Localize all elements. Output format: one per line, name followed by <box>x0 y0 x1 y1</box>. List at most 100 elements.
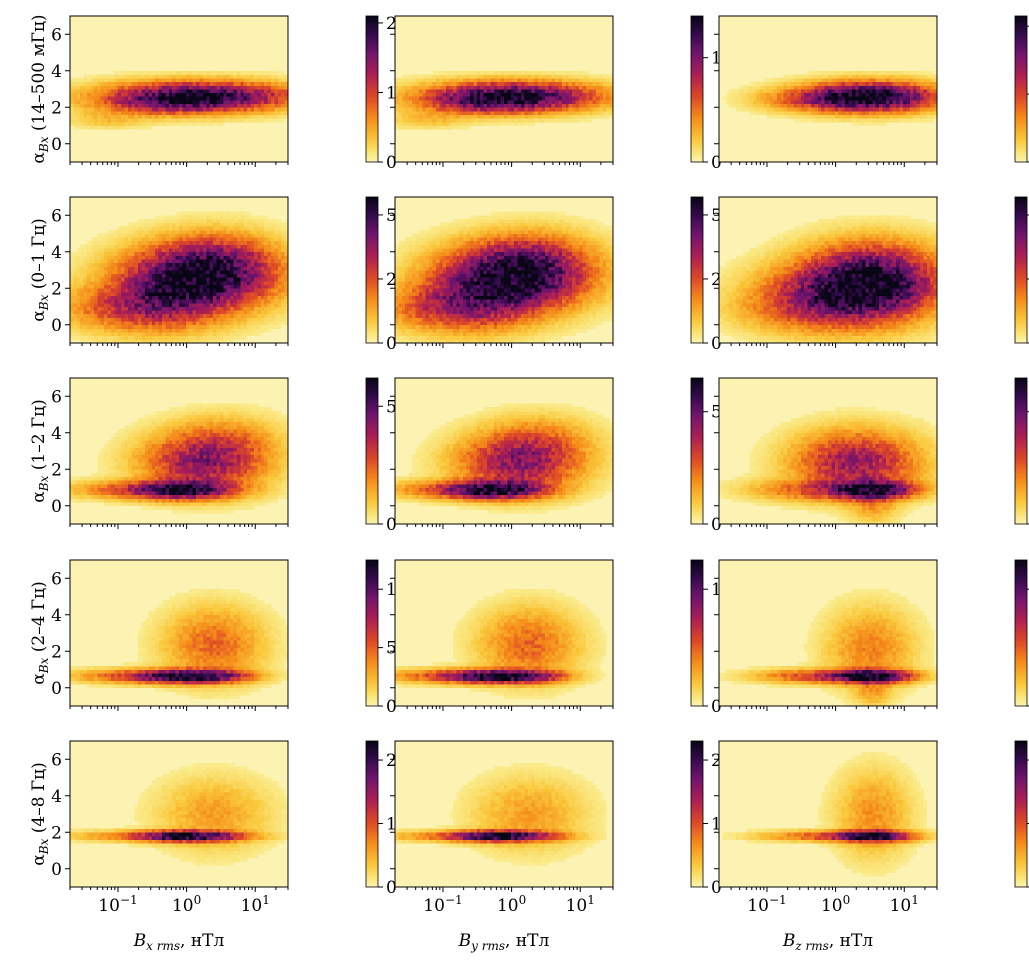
heatmap-cell <box>872 104 876 108</box>
heatmap-cell <box>94 74 98 78</box>
heatmap-cell <box>739 96 743 100</box>
heatmap-cell <box>477 118 481 122</box>
heatmap-cell <box>518 82 522 86</box>
heatmap-cell <box>114 100 118 104</box>
heatmap-cell <box>429 104 433 108</box>
heatmap-cell <box>251 82 255 86</box>
heatmap-cell <box>114 96 118 100</box>
heatmap-cell <box>118 107 122 111</box>
heatmap-cell <box>596 85 600 89</box>
heatmap-cell <box>470 78 474 82</box>
heatmap-cell <box>111 118 115 122</box>
heatmap-cell <box>87 104 91 108</box>
heatmap-cell <box>541 89 545 93</box>
heatmap-cell <box>148 78 152 82</box>
heatmap-cell <box>821 111 825 115</box>
heatmap-cell <box>415 82 419 86</box>
heatmap-cell <box>774 104 778 108</box>
heatmap-cell <box>879 78 883 82</box>
heatmap-cell <box>460 71 464 75</box>
heatmap-cell <box>582 89 586 93</box>
heatmap-cell <box>791 89 795 93</box>
heatmap-cell <box>90 107 94 111</box>
heatmap-cell <box>162 104 166 108</box>
heatmap-cell <box>402 111 406 115</box>
heatmap-cell <box>412 85 416 89</box>
heatmap-cell <box>753 96 757 100</box>
heatmap-cell <box>176 107 180 111</box>
heatmap-cell <box>90 74 94 78</box>
heatmap-cell <box>193 82 197 86</box>
heatmap-cell <box>484 89 488 93</box>
heatmap-cell <box>111 122 115 126</box>
heatmap-cell <box>128 100 132 104</box>
heatmap-cell <box>77 126 81 130</box>
heatmap-cell <box>426 126 430 130</box>
heatmap-cell <box>73 107 77 111</box>
heatmap-cell <box>876 104 880 108</box>
heatmap-cell <box>234 100 238 104</box>
heatmap-cell <box>487 104 491 108</box>
heatmap-cell <box>596 104 600 108</box>
heatmap-cell <box>220 93 224 97</box>
heatmap-cell <box>736 107 740 111</box>
heatmap-cell <box>409 107 413 111</box>
heatmap-cell <box>254 111 258 115</box>
heatmap-cell <box>763 82 767 86</box>
heatmap-cell <box>436 115 440 119</box>
heatmap-cell <box>552 104 556 108</box>
heatmap-cell <box>593 85 597 89</box>
heatmap-cell <box>801 74 805 78</box>
heatmap-cell <box>220 71 224 75</box>
heatmap-cell <box>569 71 573 75</box>
heatmap-cell <box>281 93 285 97</box>
heatmap-cell <box>415 93 419 97</box>
heatmap-cell <box>439 104 443 108</box>
heatmap-cell <box>859 107 863 111</box>
heatmap-cell <box>121 71 125 75</box>
heatmap-cell <box>257 93 261 97</box>
heatmap-cell <box>101 96 105 100</box>
heatmap-cell <box>199 96 203 100</box>
heatmap-cell <box>227 82 231 86</box>
heatmap-cell <box>490 71 494 75</box>
heatmap-cell <box>589 78 593 82</box>
heatmap-cell <box>467 96 471 100</box>
heatmap-cell <box>552 100 556 104</box>
heatmap-cell <box>862 93 866 97</box>
heatmap-cell <box>213 74 217 78</box>
heatmap-cell <box>900 85 904 89</box>
heatmap-cell <box>247 104 251 108</box>
heatmap-cell <box>559 82 563 86</box>
heatmap-cell <box>596 111 600 115</box>
heatmap-cell <box>603 93 607 97</box>
heatmap-cell <box>162 96 166 100</box>
heatmap-cell <box>453 93 457 97</box>
heatmap-cell <box>511 71 515 75</box>
heatmap-cell <box>852 93 856 97</box>
heatmap-cell <box>268 115 272 119</box>
heatmap-cell <box>582 118 586 122</box>
heatmap-cell <box>155 118 159 122</box>
heatmap-cell <box>456 118 460 122</box>
heatmap-cell <box>893 74 897 78</box>
heatmap-cell <box>148 89 152 93</box>
heatmap-cell <box>845 96 849 100</box>
heatmap-cell <box>552 107 556 111</box>
heatmap-cell <box>504 115 508 119</box>
heatmap-cell <box>562 74 566 78</box>
heatmap-cell <box>883 89 887 93</box>
heatmap-cell <box>145 115 149 119</box>
heatmap-cell <box>784 85 788 89</box>
heatmap-cell <box>835 93 839 97</box>
heatmap-cell <box>579 82 583 86</box>
heatmap-cell <box>569 78 573 82</box>
heatmap-cell <box>511 82 515 86</box>
heatmap-cell <box>511 100 515 104</box>
heatmap-cell <box>801 104 805 108</box>
heatmap-cell <box>251 115 255 119</box>
heatmap-cell <box>145 71 149 75</box>
heatmap-cell <box>463 118 467 122</box>
heatmap-cell <box>176 82 180 86</box>
heatmap-cell <box>808 89 812 93</box>
